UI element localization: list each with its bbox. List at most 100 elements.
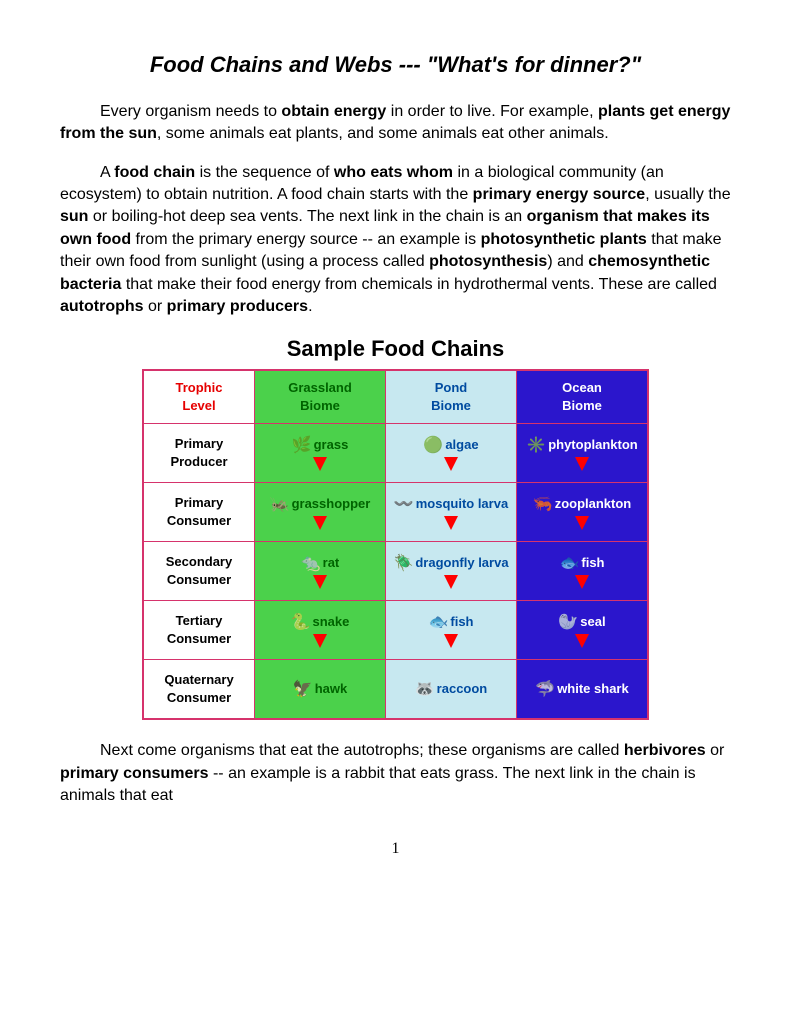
text: or <box>706 742 725 759</box>
arrow-down-icon <box>444 575 458 589</box>
text: A <box>100 164 114 181</box>
header-pond: Pond Biome <box>386 370 517 424</box>
bold-text: autotrophs <box>60 298 144 315</box>
header-trophic-level: Trophic Level <box>143 370 255 424</box>
pond-cell: 🐟fish <box>386 601 517 660</box>
trophic-level-label: QuaternaryConsumer <box>143 660 255 720</box>
ocean-cell: ✳️phytoplankton <box>517 424 649 483</box>
table-row: QuaternaryConsumer🦅hawk🦝raccoon🦈white sh… <box>143 660 648 720</box>
grassland-cell: 🐀rat <box>255 542 386 601</box>
text: Biome <box>562 398 602 413</box>
paragraph-2: A food chain is the sequence of who eats… <box>60 162 731 319</box>
arrow-down-icon <box>313 516 327 530</box>
organism-name: zooplankton <box>555 496 632 511</box>
organism-icon: 🐀 <box>301 556 321 572</box>
text: in order to live. For example, <box>386 103 598 120</box>
text: , usually the <box>645 186 730 203</box>
trophic-level-label: PrimaryConsumer <box>143 483 255 542</box>
organism-icon: 🦅 <box>293 682 313 698</box>
pond-cell: 〰️mosquito larva <box>386 483 517 542</box>
table-row: SecondaryConsumer🐀rat🪲dragonfly larva🐟fi… <box>143 542 648 601</box>
trophic-level-label: TertiaryConsumer <box>143 601 255 660</box>
organism-icon: 🦈 <box>535 682 555 698</box>
arrow-down-icon <box>575 457 589 471</box>
grassland-cell: 🦅hawk <box>255 660 386 720</box>
pond-cell: 🦝raccoon <box>386 660 517 720</box>
grassland-cell: 🦗grasshopper <box>255 483 386 542</box>
organism-name: grasshopper <box>292 496 371 511</box>
text: is the sequence of <box>195 164 334 181</box>
organism-name: fish <box>450 614 473 629</box>
paragraph-1: Every organism needs to obtain energy in… <box>60 101 731 146</box>
organism-name: fish <box>581 555 604 570</box>
arrow-down-icon <box>313 634 327 648</box>
text: Ocean <box>562 380 602 395</box>
organism-name: snake <box>313 614 350 629</box>
bold-text: photosynthetic plants <box>481 231 647 248</box>
ocean-cell: 🦈white shark <box>517 660 649 720</box>
text: Next come organisms that eat the autotro… <box>100 742 624 759</box>
arrow-down-icon <box>575 634 589 648</box>
arrow-down-icon <box>575 575 589 589</box>
ocean-cell: 🦐zooplankton <box>517 483 649 542</box>
table-row: PrimaryProducer🌿grass🟢algae✳️phytoplankt… <box>143 424 648 483</box>
organism-name: grass <box>314 437 349 452</box>
header-grassland: Grassland Biome <box>255 370 386 424</box>
paragraph-3: Next come organisms that eat the autotro… <box>60 740 731 807</box>
table-container: Sample Food Chains Trophic Level Grassla… <box>60 334 731 720</box>
bold-text: sun <box>60 208 88 225</box>
text: Pond <box>435 380 468 395</box>
text: , some animals eat plants, and some anim… <box>157 125 609 142</box>
organism-icon: ✳️ <box>526 438 546 454</box>
organism-name: hawk <box>315 681 348 696</box>
text: Level <box>182 398 215 413</box>
table-row: PrimaryConsumer🦗grasshopper〰️mosquito la… <box>143 483 648 542</box>
trophic-level-label: SecondaryConsumer <box>143 542 255 601</box>
organism-name: raccoon <box>437 681 488 696</box>
text: from the primary energy source -- an exa… <box>131 231 480 248</box>
grassland-cell: 🌿grass <box>255 424 386 483</box>
organism-name: phytoplankton <box>548 437 638 452</box>
organism-icon: 🐟 <box>428 615 448 631</box>
trophic-level-label: PrimaryProducer <box>143 424 255 483</box>
arrow-down-icon <box>444 516 458 530</box>
organism-name: rat <box>323 555 340 570</box>
text: Grassland <box>288 380 352 395</box>
text: that make their food energy from chemica… <box>121 276 717 293</box>
arrow-down-icon <box>313 575 327 589</box>
bold-text: who eats whom <box>334 164 453 181</box>
organism-icon: 🐍 <box>291 615 311 631</box>
text: or <box>144 298 167 315</box>
food-chain-table: Trophic Level Grassland Biome Pond Biome… <box>142 369 649 720</box>
organism-icon: 🦗 <box>270 497 290 513</box>
organism-icon: 🟢 <box>423 438 443 454</box>
text: Biome <box>300 398 340 413</box>
bold-text: photosynthesis <box>429 253 547 270</box>
organism-icon: 🦐 <box>533 497 553 513</box>
header-ocean: Ocean Biome <box>517 370 649 424</box>
arrow-down-icon <box>444 634 458 648</box>
bold-text: herbivores <box>624 742 706 759</box>
text: or boiling-hot deep sea vents. The next … <box>88 208 526 225</box>
organism-name: algae <box>445 437 478 452</box>
organism-icon: 🌿 <box>292 438 312 454</box>
table-header-row: Trophic Level Grassland Biome Pond Biome… <box>143 370 648 424</box>
organism-icon: 🦝 <box>415 682 435 698</box>
text: Biome <box>431 398 471 413</box>
table-title: Sample Food Chains <box>142 334 649 365</box>
organism-name: mosquito larva <box>416 496 508 511</box>
pond-cell: 🪲dragonfly larva <box>386 542 517 601</box>
arrow-down-icon <box>313 457 327 471</box>
bold-text: primary producers <box>167 298 308 315</box>
organism-icon: 🐟 <box>559 556 579 572</box>
bold-text: food chain <box>114 164 195 181</box>
page-title: Food Chains and Webs --- "What's for din… <box>60 50 731 81</box>
arrow-down-icon <box>444 457 458 471</box>
organism-name: white shark <box>557 681 629 696</box>
organism-name: seal <box>580 614 605 629</box>
ocean-cell: 🦭seal <box>517 601 649 660</box>
text: Every organism needs to <box>100 103 281 120</box>
ocean-cell: 🐟fish <box>517 542 649 601</box>
page-number: 1 <box>60 838 731 860</box>
pond-cell: 🟢algae <box>386 424 517 483</box>
